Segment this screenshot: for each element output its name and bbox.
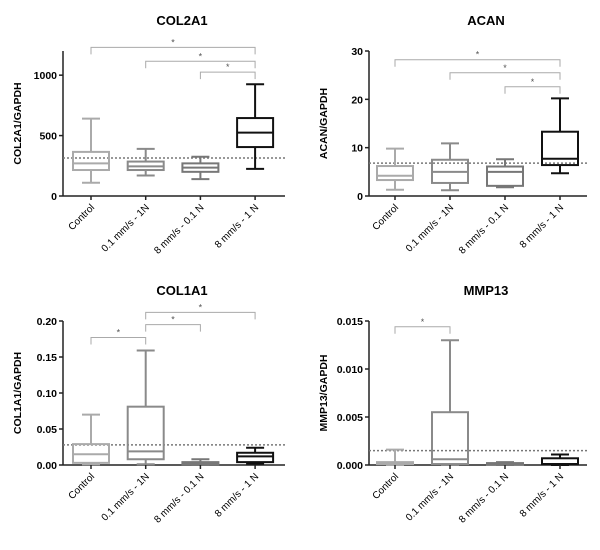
iqr-box (486, 165, 524, 187)
y-tick-label: 500 (39, 131, 57, 143)
y-tick-label: 20 (351, 94, 363, 106)
significance-label: * (199, 302, 203, 312)
iqr-box (431, 411, 469, 466)
y-tick-label: 30 (351, 46, 363, 58)
y-tick-label: 10 (351, 143, 363, 155)
iqr-box (376, 165, 414, 182)
significance-bracket (145, 60, 256, 69)
box-1 (376, 448, 414, 466)
x-tick-label: 0.1 mm/s - 1N (404, 471, 456, 523)
significance-label: * (171, 315, 175, 325)
box-3 (486, 461, 524, 466)
y-tick-label: 0.00 (37, 460, 58, 472)
box-1 (376, 147, 414, 191)
x-tick-label: Control (371, 471, 402, 502)
x-tick-label: 8 mm/s - 1 N (213, 202, 261, 250)
x-tick-label: Control (67, 202, 98, 233)
box-2 (431, 142, 469, 192)
y-axis-label: MMP13/GAPDH (318, 354, 330, 431)
y-tick-label: 0.20 (37, 316, 58, 328)
significance-label: * (421, 317, 425, 327)
iqr-box (126, 405, 165, 461)
x-tick-label: 8 mm/s - 1 N (518, 471, 566, 519)
chart-panel-col1a1: COL1A1 COL1A1/GAPDH 0.00 0.05 0.10 0.15 0.20 Co… (12, 283, 285, 525)
x-tick-label: 8 mm/s - 0.1 N (152, 471, 206, 525)
chart-title: COL2A1 (156, 13, 207, 28)
y-tick-label: 0.010 (337, 364, 363, 376)
y-tick-label: 0.005 (337, 412, 363, 424)
significance-bracket (449, 72, 561, 80)
box-2 (126, 349, 165, 466)
y-tick-label: 0 (357, 191, 363, 203)
significance-label: * (171, 37, 175, 47)
x-tick-label: 8 mm/s - 0.1 N (457, 202, 511, 256)
significance-bracket (90, 337, 147, 345)
significance-label: * (476, 50, 480, 60)
chart-title: ACAN (467, 13, 505, 28)
significance-bracket (145, 311, 256, 320)
y-tick-label: 0.15 (37, 352, 58, 364)
box-4 (236, 446, 275, 465)
y-tick-label: 0.015 (337, 316, 363, 328)
y-axis-label: COL2A1/GAPDH (12, 82, 24, 164)
box-3 (181, 155, 220, 181)
x-tick-label: 0.1 mm/s - 1N (100, 471, 152, 523)
box-1 (72, 413, 110, 466)
y-tick-label: 0.000 (337, 460, 363, 472)
x-tick-label: 0.1 mm/s - 1N (404, 202, 456, 254)
box-4 (236, 83, 275, 170)
x-tick-label: Control (67, 471, 98, 502)
y-axis-label: COL1A1/GAPDH (12, 352, 24, 434)
box-2 (126, 147, 165, 177)
y-tick-label: 1000 (34, 70, 58, 82)
chart-panel-mmp13: MMP13 MMP13/GAPDH 0.000 0.005 0.010 0.015 Cont… (318, 283, 587, 525)
box-2 (431, 339, 469, 466)
iqr-box (541, 130, 579, 167)
box-4 (541, 453, 579, 466)
iqr-box (72, 150, 110, 172)
significance-bracket (394, 59, 561, 67)
significance-label: * (531, 77, 535, 87)
chart-panel-col2a1: COL2A1 COL2A1/GAPDH 0 500 1000 Control 0.1 mm/… (12, 13, 285, 256)
significance-label: * (503, 63, 507, 73)
y-tick-label: 0.10 (37, 388, 58, 400)
box-3 (486, 158, 524, 189)
iqr-box (236, 451, 275, 464)
significance-label: * (199, 51, 203, 61)
significance-bracket (394, 326, 451, 334)
significance-label: * (226, 62, 230, 72)
box-4 (541, 97, 579, 175)
chart-panel-acan: ACAN ACAN/GAPDH 0 10 20 30 Control 0.1 mm/s - 1… (318, 13, 587, 256)
x-tick-label: 8 mm/s - 1 N (213, 471, 261, 519)
box-3 (181, 458, 220, 466)
y-tick-label: 0 (51, 191, 57, 203)
x-tick-label: 8 mm/s - 0.1 N (152, 202, 206, 256)
x-tick-label: Control (371, 202, 402, 233)
chart-title: MMP13 (464, 283, 509, 298)
significance-bracket (145, 324, 201, 332)
significance-bracket (90, 46, 256, 55)
significance-bracket (199, 71, 256, 80)
x-tick-label: 8 mm/s - 0.1 N (457, 471, 511, 525)
y-axis-label: ACAN/GAPDH (318, 88, 330, 159)
significance-bracket (504, 86, 561, 94)
box-1 (72, 117, 110, 184)
y-tick-label: 0.05 (37, 424, 58, 436)
chart-title: COL1A1 (156, 283, 207, 298)
x-tick-label: 0.1 mm/s - 1N (100, 202, 152, 254)
x-tick-label: 8 mm/s - 1 N (518, 202, 566, 250)
significance-label: * (117, 328, 121, 338)
